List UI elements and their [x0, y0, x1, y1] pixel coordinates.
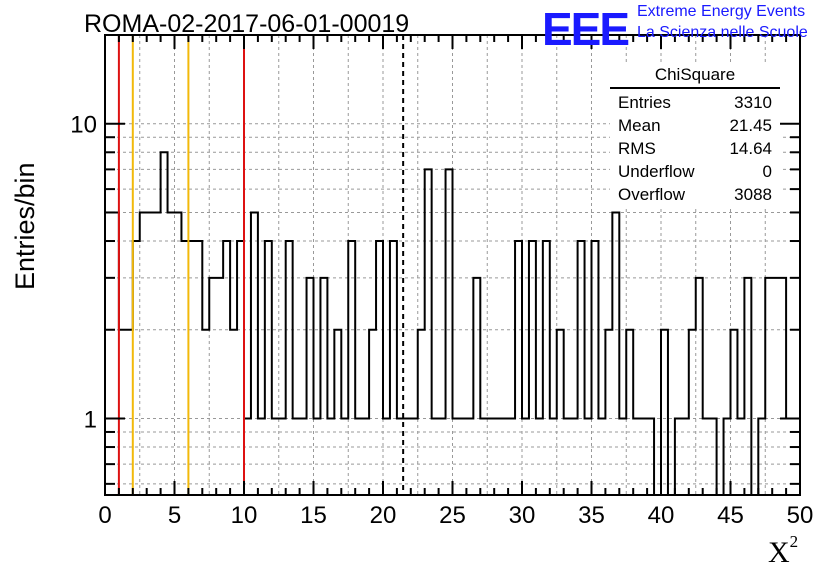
stats-label: Underflow	[618, 162, 695, 181]
x-tick-label: 50	[787, 502, 814, 529]
stats-value: 3088	[734, 185, 772, 204]
histogram-outline	[105, 151, 800, 495]
x-axis-label-sup: 2	[789, 532, 799, 551]
y-tick-label: 10	[70, 112, 97, 139]
stats-value: 14.64	[729, 139, 772, 158]
x-axis-label-text: X	[768, 536, 790, 569]
stats-row-mean: Mean 21.45	[610, 114, 780, 137]
logo-line-1: Extreme Energy Events	[637, 3, 806, 20]
stats-row-rms: RMS 14.64	[610, 137, 780, 160]
x-tick-label: 5	[168, 502, 181, 529]
logo-line-2: La Scienza nelle Scuole	[637, 24, 808, 41]
stats-row-entries: Entries 3310	[610, 91, 780, 114]
x-tick-label: 35	[578, 502, 605, 529]
stats-value: 21.45	[729, 116, 772, 135]
x-tick-label: 10	[231, 502, 258, 529]
x-tick-label: 20	[370, 502, 397, 529]
stats-label: RMS	[618, 139, 656, 158]
x-tick-label: 25	[439, 502, 466, 529]
x-tick-label: 45	[717, 502, 744, 529]
y-tick-label: 1	[84, 406, 97, 433]
eee-logo: EEE	[542, 3, 630, 55]
x-tick-label: 40	[648, 502, 675, 529]
y-axis-label: Entries/bin	[10, 162, 40, 290]
stats-label: Overflow	[618, 185, 686, 204]
stats-label: Entries	[618, 93, 671, 112]
stats-value: 3310	[734, 93, 772, 112]
x-axis-label: X2	[768, 532, 798, 570]
stats-row-underflow: Underflow 0	[610, 160, 780, 183]
stats-title: ChiSquare	[610, 65, 780, 89]
stats-value: 0	[762, 162, 772, 181]
x-tick-label: 15	[300, 502, 327, 529]
x-tick-label: 0	[98, 502, 111, 529]
stats-label: Mean	[618, 116, 661, 135]
stats-box: ChiSquare Entries 3310 Mean 21.45 RMS 14.64…	[610, 65, 780, 206]
plot-title: ROMA-02-2017-06-01-00019	[84, 10, 410, 38]
x-tick-label: 30	[509, 502, 536, 529]
stats-row-overflow: Overflow 3088	[610, 183, 780, 206]
